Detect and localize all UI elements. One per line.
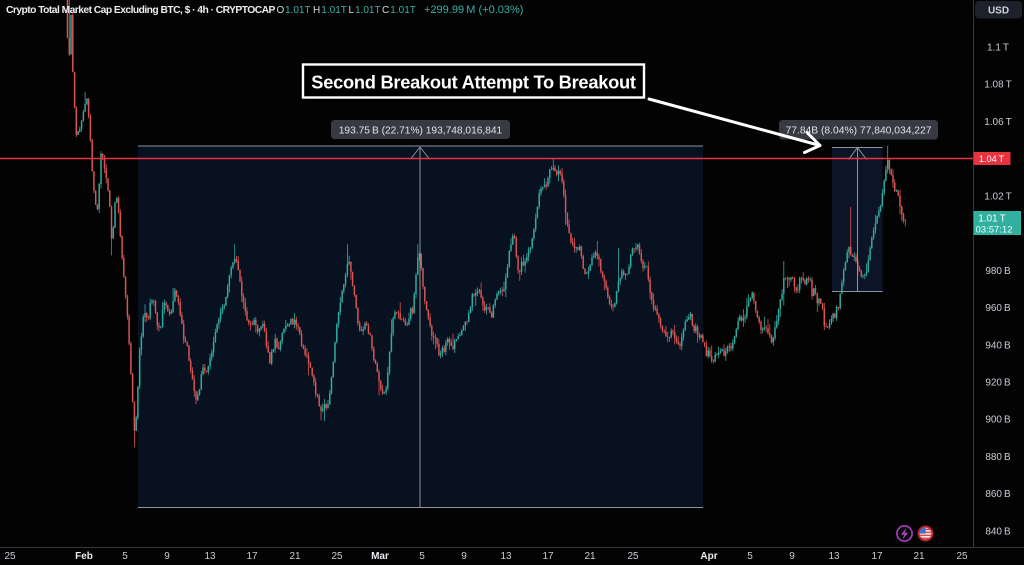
svg-text:1.01 T: 1.01 T xyxy=(978,214,1006,225)
svg-text:13: 13 xyxy=(500,551,512,562)
svg-text:03:57:12: 03:57:12 xyxy=(976,225,1013,236)
svg-text:21: 21 xyxy=(289,551,301,562)
svg-text:840 B: 840 B xyxy=(985,526,1011,537)
svg-text:O: O xyxy=(277,5,285,16)
svg-text:25: 25 xyxy=(627,551,639,562)
svg-text:21: 21 xyxy=(584,551,596,562)
svg-text:5: 5 xyxy=(122,551,128,562)
svg-text:77.84B (8.04%) 77,840,034,227: 77.84B (8.04%) 77,840,034,227 xyxy=(786,126,932,137)
svg-text:Second Breakout Attempt To Bre: Second Breakout Attempt To Breakout xyxy=(311,72,636,93)
svg-text:13: 13 xyxy=(828,551,840,562)
svg-text:13: 13 xyxy=(204,551,216,562)
svg-text:Feb: Feb xyxy=(75,551,93,562)
svg-text:21: 21 xyxy=(913,551,925,562)
svg-text:25: 25 xyxy=(4,551,16,562)
svg-text:USD: USD xyxy=(988,6,1009,17)
svg-text:1.04 T: 1.04 T xyxy=(979,154,1005,164)
svg-text:Apr: Apr xyxy=(700,551,717,562)
svg-text:Mar: Mar xyxy=(371,551,389,562)
svg-text:1.08 T: 1.08 T xyxy=(984,80,1012,91)
svg-text:9: 9 xyxy=(164,551,170,562)
svg-text:9: 9 xyxy=(461,551,467,562)
svg-text:17: 17 xyxy=(542,551,554,562)
svg-text:1.01T: 1.01T xyxy=(390,5,416,16)
svg-text:1.1 T: 1.1 T xyxy=(987,43,1009,54)
svg-text:1.01T: 1.01T xyxy=(355,5,381,16)
svg-text:+299.99 M (+0.03%): +299.99 M (+0.03%) xyxy=(424,4,523,16)
svg-text:25: 25 xyxy=(331,551,343,562)
svg-text:193.75 B (22.71%) 193,748,016,: 193.75 B (22.71%) 193,748,016,841 xyxy=(339,125,503,136)
svg-text:17: 17 xyxy=(246,551,258,562)
svg-text:920 B: 920 B xyxy=(985,378,1011,389)
svg-text:5: 5 xyxy=(419,551,425,562)
svg-text:980 B: 980 B xyxy=(985,266,1011,277)
svg-text:900 B: 900 B xyxy=(985,415,1011,426)
svg-text:5: 5 xyxy=(747,551,753,562)
svg-text:L: L xyxy=(349,5,355,16)
svg-text:860 B: 860 B xyxy=(985,489,1011,500)
svg-text:9: 9 xyxy=(789,551,795,562)
svg-text:H: H xyxy=(313,5,320,16)
svg-text:17: 17 xyxy=(871,551,883,562)
svg-text:1.01T: 1.01T xyxy=(285,5,311,16)
svg-text:1.02 T: 1.02 T xyxy=(984,191,1012,202)
svg-text:C: C xyxy=(382,5,389,16)
svg-text:25: 25 xyxy=(956,551,968,562)
svg-text:960 B: 960 B xyxy=(985,303,1011,314)
svg-text:Crypto Total Market Cap Exclud: Crypto Total Market Cap Excluding BTC, $… xyxy=(6,5,276,16)
svg-text:1.06 T: 1.06 T xyxy=(984,117,1012,128)
svg-text:880 B: 880 B xyxy=(985,452,1011,463)
svg-text:1.01T: 1.01T xyxy=(321,5,347,16)
svg-text:940 B: 940 B xyxy=(985,340,1011,351)
